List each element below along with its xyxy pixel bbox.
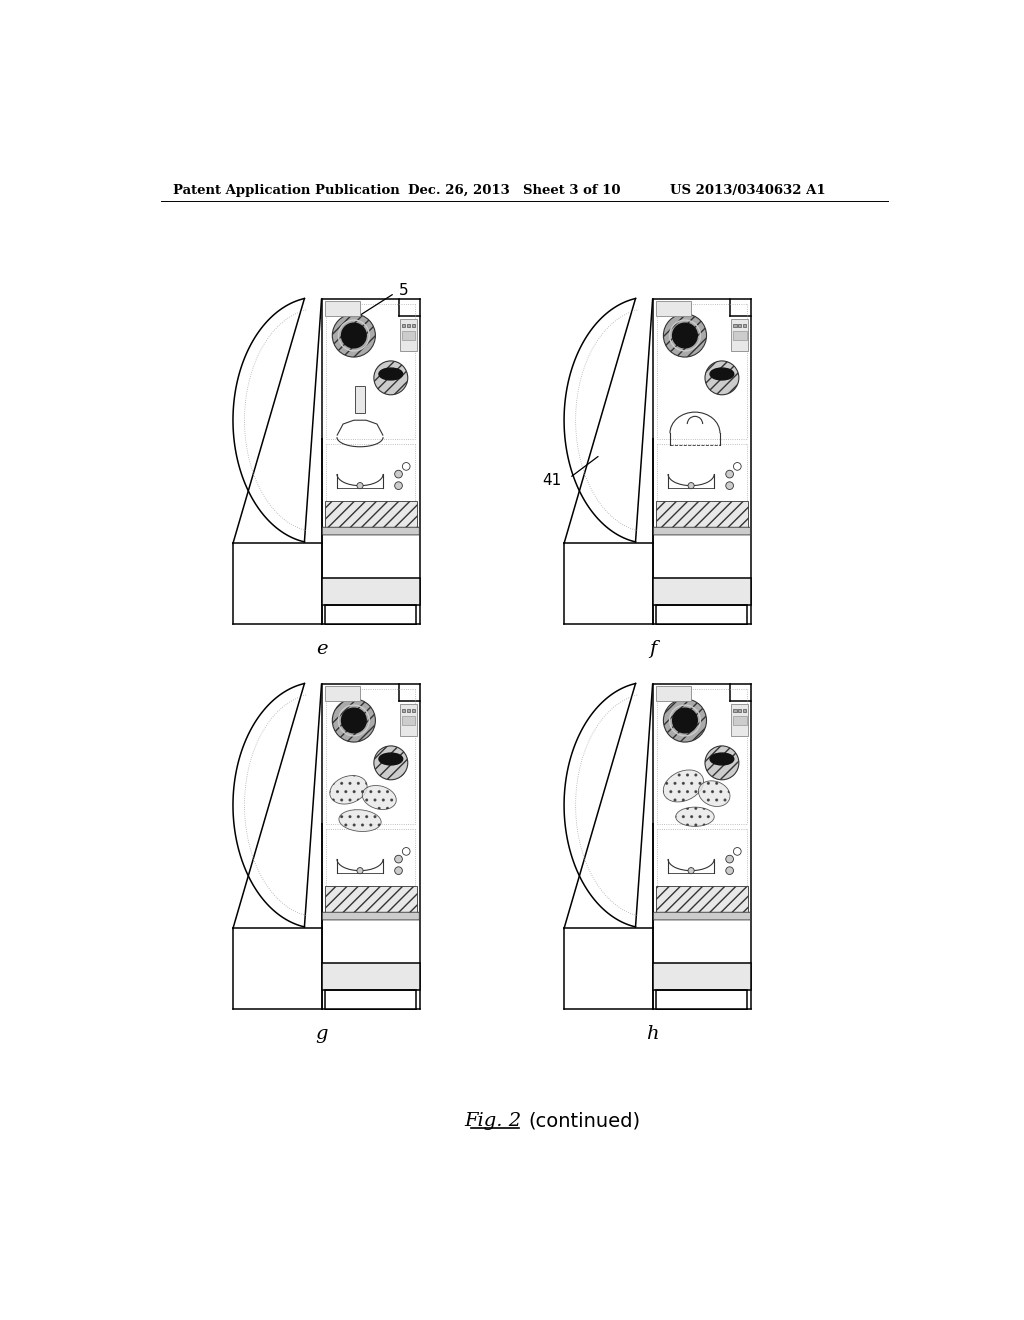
Bar [407, 323, 410, 327]
Ellipse shape [339, 809, 381, 832]
Circle shape [333, 700, 376, 742]
Text: US 2013/0340632 A1: US 2013/0340632 A1 [670, 185, 825, 197]
Bar [656, 990, 748, 1010]
Text: f: f [649, 640, 656, 657]
Bar [655, 502, 749, 528]
Circle shape [374, 360, 408, 395]
Bar [326, 990, 416, 1010]
Text: Sheet 3 of 10: Sheet 3 of 10 [523, 185, 621, 197]
Circle shape [402, 847, 410, 855]
Circle shape [673, 323, 697, 348]
Ellipse shape [379, 754, 402, 764]
Circle shape [342, 323, 367, 348]
Bar [412, 709, 415, 711]
Ellipse shape [710, 368, 734, 380]
Bar [412, 323, 415, 327]
Bar [325, 502, 417, 528]
Circle shape [688, 483, 694, 488]
Bar [322, 578, 420, 605]
Circle shape [688, 867, 694, 874]
Bar [652, 964, 752, 990]
Bar [355, 385, 365, 413]
Ellipse shape [664, 770, 703, 803]
Text: (continued): (continued) [528, 1111, 641, 1130]
Ellipse shape [379, 368, 402, 380]
FancyBboxPatch shape [323, 527, 419, 535]
Circle shape [333, 314, 376, 356]
Circle shape [726, 470, 733, 478]
Bar [326, 301, 360, 317]
FancyBboxPatch shape [653, 912, 751, 920]
Bar [733, 323, 736, 327]
Circle shape [394, 470, 402, 478]
Bar [655, 886, 749, 913]
Circle shape [394, 482, 402, 490]
Text: 41: 41 [543, 473, 562, 488]
Bar [733, 709, 736, 711]
Bar [656, 301, 691, 317]
Text: Dec. 26, 2013: Dec. 26, 2013 [408, 185, 510, 197]
Ellipse shape [698, 781, 730, 807]
Bar [733, 715, 746, 725]
Circle shape [374, 746, 408, 780]
Bar [731, 319, 749, 351]
Bar [656, 605, 748, 624]
Circle shape [664, 700, 707, 742]
Ellipse shape [330, 776, 368, 804]
Circle shape [673, 708, 697, 733]
Bar [322, 964, 420, 990]
Circle shape [664, 314, 707, 356]
Bar [731, 705, 749, 737]
Bar [400, 319, 417, 351]
Circle shape [705, 360, 739, 395]
Text: h: h [646, 1024, 658, 1043]
Circle shape [733, 847, 741, 855]
Bar [652, 578, 752, 605]
Bar [742, 709, 745, 711]
Circle shape [394, 867, 402, 874]
Bar [326, 605, 416, 624]
Circle shape [726, 855, 733, 863]
Bar [738, 709, 741, 711]
Circle shape [342, 708, 367, 733]
Circle shape [726, 867, 733, 874]
Ellipse shape [676, 807, 714, 826]
Circle shape [733, 462, 741, 470]
Circle shape [402, 462, 410, 470]
Bar [656, 686, 691, 701]
Text: Patent Application Publication: Patent Application Publication [173, 185, 399, 197]
Bar [738, 323, 741, 327]
Bar [400, 705, 417, 737]
Circle shape [394, 855, 402, 863]
Circle shape [705, 746, 739, 780]
Ellipse shape [710, 754, 734, 764]
Ellipse shape [362, 785, 396, 809]
Bar [401, 715, 416, 725]
Circle shape [726, 482, 733, 490]
Circle shape [357, 867, 364, 874]
FancyBboxPatch shape [323, 912, 419, 920]
Bar [401, 331, 416, 341]
Bar [325, 886, 417, 913]
FancyBboxPatch shape [653, 527, 751, 535]
Bar [407, 709, 410, 711]
Bar [402, 709, 406, 711]
Bar [326, 686, 360, 701]
Text: 5: 5 [398, 284, 409, 298]
Bar [402, 323, 406, 327]
Text: e: e [315, 640, 328, 657]
Bar [733, 331, 746, 341]
Text: Fig. 2: Fig. 2 [464, 1111, 521, 1130]
Text: g: g [315, 1024, 328, 1043]
Bar [742, 323, 745, 327]
Circle shape [357, 483, 364, 488]
